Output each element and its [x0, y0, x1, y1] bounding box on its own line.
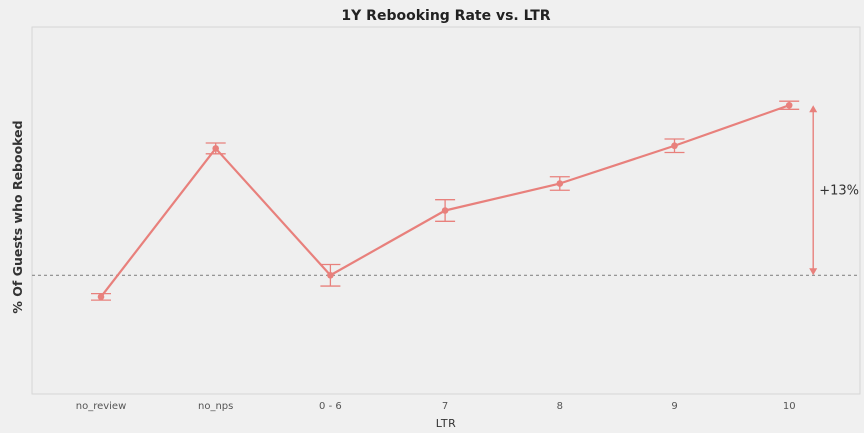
data-point — [785, 101, 793, 109]
x-tick-labels: no_review no_nps 0 - 6 7 8 9 10 — [76, 401, 796, 412]
x-tick-label: 8 — [557, 401, 563, 412]
data-point — [556, 180, 564, 187]
y-axis-label: % Of Guests who Rebooked — [10, 120, 25, 313]
x-tick-label: 9 — [671, 401, 677, 412]
x-tick-label: 0 - 6 — [319, 401, 342, 412]
annotation-arrowhead-down — [809, 268, 818, 276]
data-point — [97, 293, 105, 301]
data-point — [441, 207, 449, 214]
annotation-arrowhead-up — [809, 105, 818, 113]
annotation-label: +13% — [819, 183, 859, 198]
x-tick-label: 10 — [783, 401, 796, 412]
annotation-group: +13% — [809, 105, 859, 276]
series-group — [91, 100, 800, 301]
x-tick-label: no_review — [76, 401, 127, 412]
x-axis-label: LTR — [436, 417, 456, 430]
data-point — [671, 142, 678, 150]
data-point — [212, 145, 219, 152]
x-tick-label: no_nps — [198, 401, 233, 412]
data-point — [327, 271, 334, 279]
x-tick-label: 7 — [442, 401, 448, 412]
chart-title: 1Y Rebooking Rate vs. LTR — [341, 8, 550, 24]
